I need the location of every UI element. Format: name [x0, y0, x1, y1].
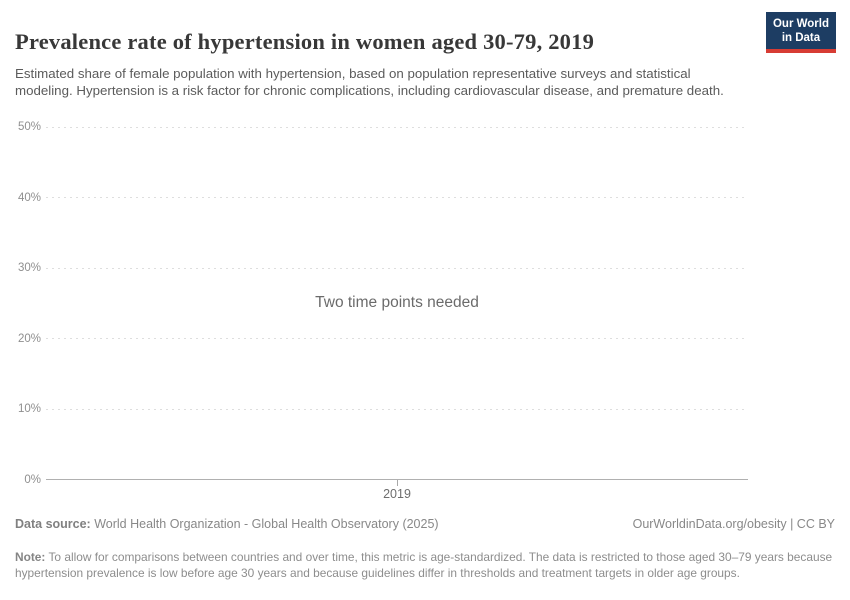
y-axis-tick-label: 50%	[17, 121, 41, 133]
chart-note: Note: To allow for comparisons between c…	[15, 550, 837, 581]
y-axis-tick-label: 40%	[17, 191, 41, 204]
y-gridline	[46, 197, 748, 198]
chart-title: Prevalence rate of hypertension in women…	[15, 29, 595, 55]
x-axis-tick-mark	[397, 479, 398, 486]
chart-status-message: Two time points needed	[315, 294, 479, 311]
owid-logo: Our World in Data	[765, 12, 836, 53]
data-source-label: Data source:	[15, 517, 91, 531]
note-text: To allow for comparisons between countri…	[15, 549, 833, 580]
y-gridline	[46, 267, 748, 269]
y-gridline	[46, 408, 748, 410]
y-axis-tick-label: 10%	[17, 403, 41, 415]
y-axis-tick-label: 0%	[24, 473, 41, 486]
y-gridline	[46, 126, 748, 128]
data-source-text: World Health Organization - Global Healt…	[90, 517, 439, 531]
y-axis-tick-label: 30%	[17, 262, 41, 274]
y-axis-tick-label: 20%	[17, 332, 41, 345]
x-axis-tick-label: 2019	[383, 486, 411, 501]
y-gridline	[46, 338, 748, 339]
attribution-link[interactable]: OurWorldinData.org/obesity | CC BY	[632, 517, 835, 531]
note-label: Note:	[15, 549, 46, 564]
owid-logo-line2: in Data	[781, 31, 821, 44]
owid-logo-line1: Our World	[772, 18, 829, 30]
chart-subtitle: Estimated share of female population wit…	[15, 66, 724, 99]
data-source-line: Data source: World Health Organization -…	[15, 517, 439, 531]
chart-footer: Data source: World Health Organization -…	[15, 517, 835, 531]
